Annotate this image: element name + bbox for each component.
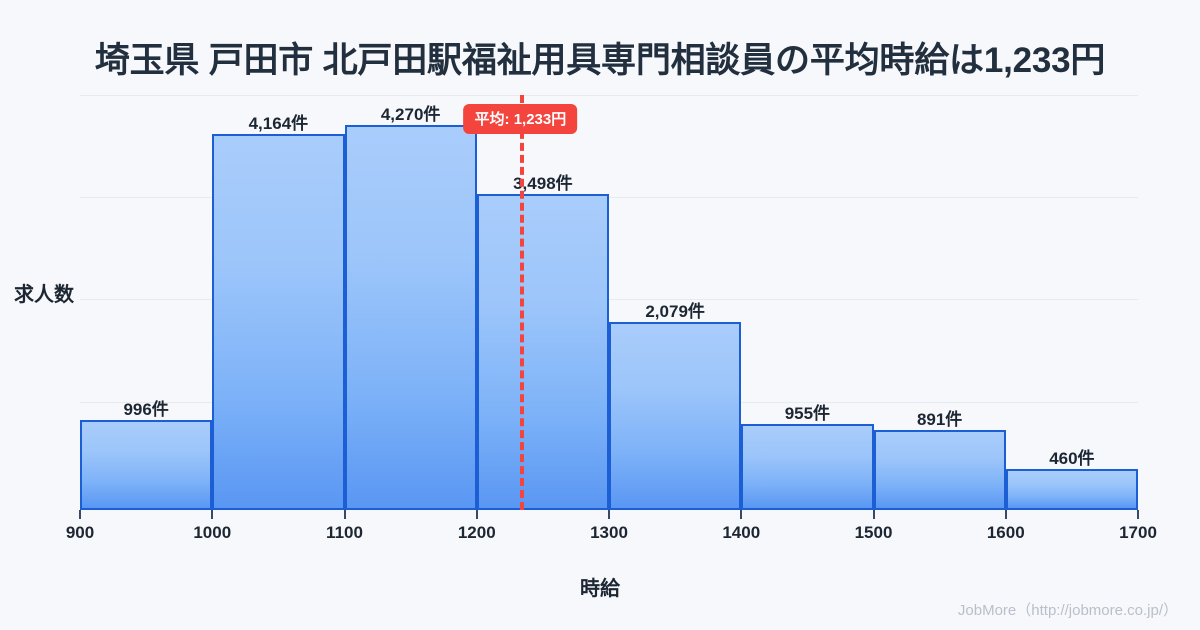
x-axis-tick-label: 1200	[457, 523, 496, 542]
bar-value-label: 460件	[1049, 448, 1095, 468]
histogram-bar[interactable]	[344, 124, 477, 510]
x-axis-tick	[343, 510, 346, 519]
bar-value-label: 891件	[916, 409, 963, 429]
x-axis-tick	[740, 510, 743, 519]
histogram-bar[interactable]	[609, 322, 742, 510]
gridline	[80, 197, 1138, 198]
bar-value-label: 4,270件	[380, 104, 441, 124]
x-axis-tick	[872, 510, 875, 519]
bar-value-label: 2,079件	[645, 302, 705, 322]
bar-value-label: 3,498件	[513, 174, 573, 194]
y-axis-title: 求人数	[14, 284, 74, 306]
x-axis-tick-label: 1600	[986, 523, 1025, 542]
average-line	[520, 95, 525, 510]
histogram-bar[interactable]	[741, 423, 874, 510]
x-axis-tick-label: 1500	[854, 523, 893, 542]
x-axis-tick	[608, 510, 610, 519]
histogram-bar[interactable]	[80, 420, 213, 510]
histogram-bar[interactable]	[1005, 468, 1138, 510]
x-axis-tick	[1137, 510, 1139, 519]
page-title: 埼玉県 戸田市 北戸田駅福祉用具専門相談員の平均時給は1,233円	[94, 41, 1106, 80]
plot-area: 996件 4,164件 4,270件 3,498件 2,079件 955件 891件 460件…	[80, 95, 1138, 510]
x-axis-tick-label: 1000	[193, 523, 232, 542]
x-axis-title: 時給	[580, 578, 620, 600]
x-axis-tick-label: 900	[65, 523, 95, 542]
x-axis-tick-label: 1300	[590, 523, 628, 542]
average-badge: 平均: 1,233円	[463, 104, 578, 134]
bar-value-label: 996件	[123, 400, 169, 420]
footer-credit: JobMore（http://jobmore.co.jp/）	[957, 602, 1178, 619]
gridline	[80, 299, 1138, 300]
x-axis-tick	[475, 510, 478, 519]
x-axis-tick	[79, 510, 81, 519]
histogram-bar[interactable]	[476, 194, 609, 510]
histogram-bar[interactable]	[212, 134, 345, 510]
gridline	[80, 95, 1138, 96]
histogram-bar[interactable]	[873, 429, 1006, 510]
x-axis-tick-label: 1400	[722, 523, 761, 542]
bar-value-label: 4,164件	[248, 114, 309, 134]
x-axis-tick	[1004, 510, 1007, 519]
x-axis-tick-label: 1100	[326, 523, 363, 542]
x-axis-tick	[211, 510, 214, 519]
bar-value-label: 955件	[784, 403, 831, 423]
x-axis-tick-label: 1700	[1119, 523, 1157, 542]
